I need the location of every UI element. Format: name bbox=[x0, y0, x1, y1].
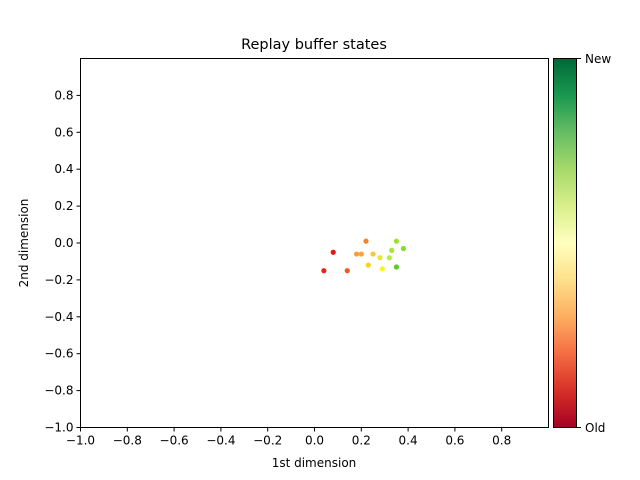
colorbar bbox=[553, 58, 577, 428]
scatter-point bbox=[344, 268, 350, 274]
x-axis-label: 1st dimension bbox=[272, 456, 357, 470]
x-tick-label: 0.0 bbox=[305, 434, 324, 448]
x-tick-label: −0.4 bbox=[206, 434, 235, 448]
scatter-point bbox=[363, 238, 369, 244]
x-tick-label: 0.4 bbox=[399, 434, 418, 448]
x-tick-label: 0.8 bbox=[492, 434, 511, 448]
chart-title: Replay buffer states bbox=[241, 37, 387, 53]
x-tick-label: 0.2 bbox=[352, 434, 371, 448]
y-tick-label: 0.4 bbox=[54, 162, 73, 176]
y-tick-label: −0.6 bbox=[44, 347, 73, 361]
scatter-point bbox=[393, 238, 399, 244]
scatter-point bbox=[365, 262, 371, 268]
y-tick-label: −0.4 bbox=[44, 310, 73, 324]
colorbar-label-new: New bbox=[585, 52, 611, 66]
y-tick-label: 0.2 bbox=[54, 199, 73, 213]
scatter-points bbox=[321, 238, 407, 274]
y-tick-label: −0.8 bbox=[44, 384, 73, 398]
scatter-point bbox=[354, 251, 360, 257]
scatter-point bbox=[370, 251, 376, 257]
y-tick-label: 0.6 bbox=[54, 125, 73, 139]
x-axis: −1.0 −0.8 −0.6 −0.4 −0.2 0.0 0.2 0.4 0.6 0.8 bbox=[66, 427, 511, 448]
scatter-point bbox=[358, 251, 364, 257]
y-tick-label: 0.0 bbox=[54, 236, 73, 250]
scatter-point bbox=[330, 249, 336, 255]
scatter-point bbox=[393, 264, 399, 270]
scatter-point bbox=[377, 255, 383, 261]
scatter-point bbox=[389, 247, 395, 253]
x-tick-label: −0.8 bbox=[113, 434, 142, 448]
scatter-point bbox=[400, 245, 407, 252]
plot-area bbox=[80, 58, 549, 428]
x-tick-label: −0.2 bbox=[253, 434, 282, 448]
scatter-point bbox=[379, 266, 385, 272]
x-tick-label: −0.6 bbox=[160, 434, 189, 448]
scatter-point bbox=[321, 268, 327, 274]
y-tick-label: −1.0 bbox=[44, 421, 73, 435]
y-tick-label: 0.8 bbox=[54, 88, 73, 102]
x-tick-label: −1.0 bbox=[66, 434, 95, 448]
colorbar-label-old: Old bbox=[585, 421, 605, 435]
scatter-point bbox=[386, 255, 392, 261]
y-axis: 0.8 0.6 0.4 0.2 0.0 −0.2 −0.4 −0.6 −0.8 −1.0 bbox=[44, 88, 81, 435]
y-tick-label: −0.2 bbox=[44, 273, 73, 287]
y-axis-label: 2nd dimension bbox=[17, 199, 31, 288]
x-tick-label: 0.6 bbox=[445, 434, 464, 448]
